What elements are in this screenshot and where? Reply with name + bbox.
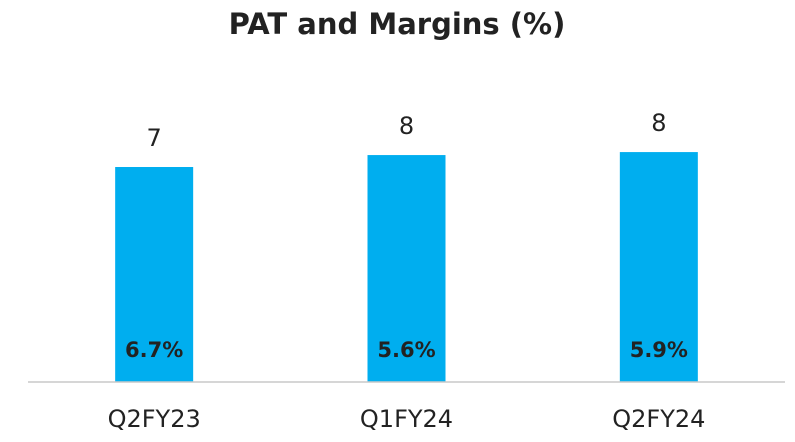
margin-label: 5.6% xyxy=(377,338,435,362)
bar xyxy=(619,152,698,382)
bar xyxy=(367,155,446,382)
value-label: 8 xyxy=(399,112,414,140)
value-label: 8 xyxy=(651,109,666,137)
value-label: 7 xyxy=(147,124,162,152)
chart-title: PAT and Margins (%) xyxy=(229,7,566,41)
bar xyxy=(115,167,194,382)
x-tick-label: Q2FY24 xyxy=(612,405,705,433)
x-tick-label: Q2FY23 xyxy=(108,405,201,433)
margin-label: 5.9% xyxy=(630,338,688,362)
margin-label: 6.7% xyxy=(125,338,183,362)
x-tick-label: Q1FY24 xyxy=(360,405,453,433)
